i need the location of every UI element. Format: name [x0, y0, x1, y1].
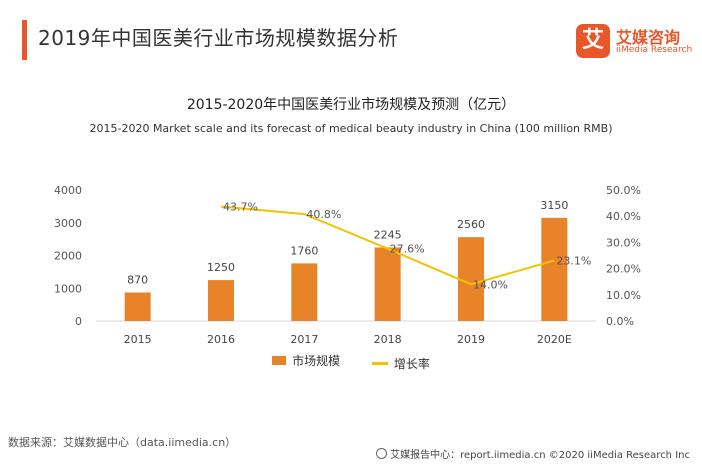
brand-logo-icon: 艾	[576, 24, 610, 58]
legend-label-bar: 市场规模	[292, 354, 341, 368]
bar-label-2019: 2560	[457, 218, 485, 231]
right-axis-tick: 20.0%	[606, 263, 641, 276]
x-axis-tick: 2019	[457, 333, 485, 346]
title-accent-bar	[22, 20, 27, 60]
bar-2018	[374, 247, 401, 321]
right-axis-tick: 10.0%	[606, 289, 641, 302]
left-axis-tick: 4000	[54, 184, 82, 197]
bar-2015	[124, 292, 151, 321]
bar-2019	[458, 237, 484, 321]
right-axis-tick: 50.0%	[606, 184, 641, 197]
legend-item-bar[interactable]: 市场规模	[272, 352, 340, 369]
line-label-2016: 43.7%	[223, 201, 258, 214]
line-label-2020E: 23.1%	[556, 254, 591, 267]
bar-2016	[208, 280, 234, 321]
bar-label-2017: 1760	[290, 244, 318, 257]
legend-item-line[interactable]: 增长率	[371, 355, 430, 372]
footer-credit-text: 艾媒报告中心：report.iimedia.cn ©2020 iiMedia R…	[390, 450, 690, 461]
x-axis-tick: 2017	[290, 333, 318, 346]
x-axis-tick: 2018	[374, 333, 402, 346]
left-axis-tick: 1000	[54, 282, 82, 295]
report-center-icon	[376, 448, 388, 459]
left-axis-tick: 2000	[54, 250, 82, 263]
bar-2017	[291, 263, 318, 321]
left-axis-tick: 0	[75, 315, 82, 328]
brand-name-en: iiMedia Research	[616, 45, 693, 55]
brand-name-cn: 艾媒咨询	[616, 28, 681, 47]
bar-label-2015: 870	[127, 274, 148, 287]
page-title: 2019年中国医美行业市场规模数据分析	[38, 26, 399, 50]
x-axis-tick: 2015	[124, 333, 152, 346]
legend-swatch-bar	[272, 356, 287, 365]
left-axis-tick: 3000	[54, 217, 82, 230]
right-axis-tick: 30.0%	[606, 236, 641, 249]
bar-label-2020E: 3150	[540, 199, 568, 212]
right-axis-tick: 40.0%	[606, 210, 641, 223]
chart-subtitle: 2015-2020 Market scale and its forecast …	[89, 122, 613, 135]
line-label-2018: 27.6%	[390, 243, 425, 256]
bar-label-2018: 2245	[374, 228, 402, 241]
x-axis-tick: 2016	[207, 333, 235, 346]
legend-swatch-line	[371, 362, 388, 365]
data-source: 数据来源：艾媒数据中心（data.iimedia.cn）	[8, 436, 237, 449]
x-axis-tick: 2020E	[537, 333, 572, 346]
chart-legend: 市场规模 增长率	[0, 352, 702, 372]
footer-credit: 艾媒报告中心：report.iimedia.cn ©2020 iiMedia R…	[376, 446, 690, 461]
line-label-2019: 14.0%	[473, 278, 508, 291]
chart-title: 2015-2020年中国医美行业市场规模及预测（亿元）	[186, 97, 516, 113]
bar-2020E	[541, 217, 568, 321]
growth-rate-line	[220, 205, 555, 286]
legend-label-line: 增长率	[393, 357, 430, 371]
line-label-2017: 40.8%	[306, 208, 341, 221]
right-axis-tick: 0.0%	[606, 315, 634, 328]
bar-label-2016: 1250	[207, 261, 235, 274]
